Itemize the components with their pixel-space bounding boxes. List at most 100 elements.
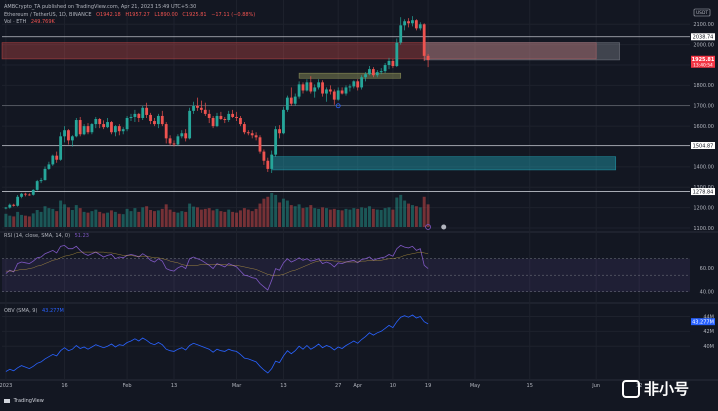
obv-legend[interactable]: OBV (SMA, 9) 43.277M [4,308,67,314]
volume-bar [395,197,399,227]
candle-body [356,81,360,88]
time-tick-label: 16 [61,383,67,389]
rsi-label[interactable]: RSI (14, close, SMA, 14, 0) [4,233,71,239]
volume-bar [121,214,125,227]
candle-body [391,60,395,67]
candle-body [426,55,430,60]
volume-bar [149,210,153,227]
obv-axis-label: 44M [703,314,714,320]
candle-body [336,90,340,100]
candle-body [70,136,74,141]
candle-body [164,124,168,139]
volume-label[interactable]: Vol · ETH [4,19,27,25]
volume-bar [250,211,254,227]
candle-body [317,82,321,88]
level-price-label: 2038.74 [693,35,714,41]
volume-bar [31,213,35,227]
current-price-tag [691,55,715,68]
obv-value: 43.277M [42,308,64,314]
volume-bar [78,208,82,227]
candle-body [39,180,43,182]
volume-bar [82,211,86,227]
rsi-legend[interactable]: RSI (14, close, SMA, 14, 0) 51.23 [4,233,92,239]
candle-body [407,21,410,24]
symbol-title[interactable]: Ethereum / TetherUS, 1D, BINANCE [4,12,92,18]
volume-bar [43,206,47,227]
candle-body [74,120,78,137]
volume-bar [117,213,121,227]
candle-body [250,133,254,136]
time-tick-label: 13 [280,383,286,389]
candle-body [375,72,379,76]
volume-bar [274,194,278,227]
candle-body [110,122,113,133]
candle-body [254,135,258,138]
candle-body [180,133,184,137]
volume-legend[interactable]: Vol · ETH 249.769K [4,19,58,25]
candle-body [207,113,211,118]
candle-body [211,117,215,127]
volume-bar [219,211,223,227]
time-tick-label: Feb [123,383,132,389]
level-price-tag [691,142,715,150]
volume-bar [113,211,117,227]
volume-bar [235,212,239,227]
candle-body [113,126,117,133]
volume-bar [379,210,383,227]
volume-bar [215,208,219,227]
volume-bar [35,210,39,227]
price-tick-label: 1800.00 [693,83,714,89]
volume-bar [360,207,364,227]
volume-bar [375,209,379,227]
volume-bar [344,208,348,227]
candle-body [223,119,227,121]
volume-bar [391,209,395,227]
candle-body [285,97,289,110]
candle-body [94,119,98,125]
candle-body [239,117,242,125]
obv-label[interactable]: OBV (SMA, 9) [4,308,38,314]
candle-body [301,84,305,91]
volume-bar [141,207,145,227]
volume-bar [301,208,305,227]
candle-body [293,96,297,104]
volume-bar [324,208,328,227]
obv-value-tag-text: 43.277M [692,319,714,325]
level-price-label: 1504.87 [693,143,714,149]
price-tick-label: 1400.00 [693,165,714,171]
time-tick-label: 2023 [0,383,12,389]
volume-bar [352,208,356,227]
obv-value-tag [691,318,715,326]
volume-bar [172,211,176,227]
candle-body [387,60,391,66]
candle-body [371,69,375,76]
volume-bar [90,211,94,227]
candle-body [258,137,262,152]
candle-body [192,105,195,111]
volume-bar [321,207,325,227]
candle-body [168,138,172,144]
candle-body [16,196,20,206]
candle-body [188,110,192,139]
time-tick-label: Apr [353,383,363,389]
volume-value: 249.769K [30,19,55,25]
candle-body [383,65,387,72]
symbol-legend[interactable]: Ethereum / TetherUS, 1D, BINANCE O1942.1… [4,12,258,18]
volume-bar [266,196,270,227]
volume-bar [129,211,133,227]
candle-body [141,107,145,118]
volume-bar [278,202,282,227]
candle-body [340,90,344,94]
candle-body [20,193,23,197]
volume-bar [223,211,227,227]
volume-bar [195,207,199,227]
candle-body [59,136,63,160]
candle-body [63,130,66,137]
candle-body [227,113,231,121]
candle-body [43,168,47,181]
price-tick-label: 1300.00 [693,185,714,191]
volume-bar [12,216,16,227]
candle-body [145,107,149,115]
volume-bar [16,211,20,227]
volume-bar [364,208,368,227]
